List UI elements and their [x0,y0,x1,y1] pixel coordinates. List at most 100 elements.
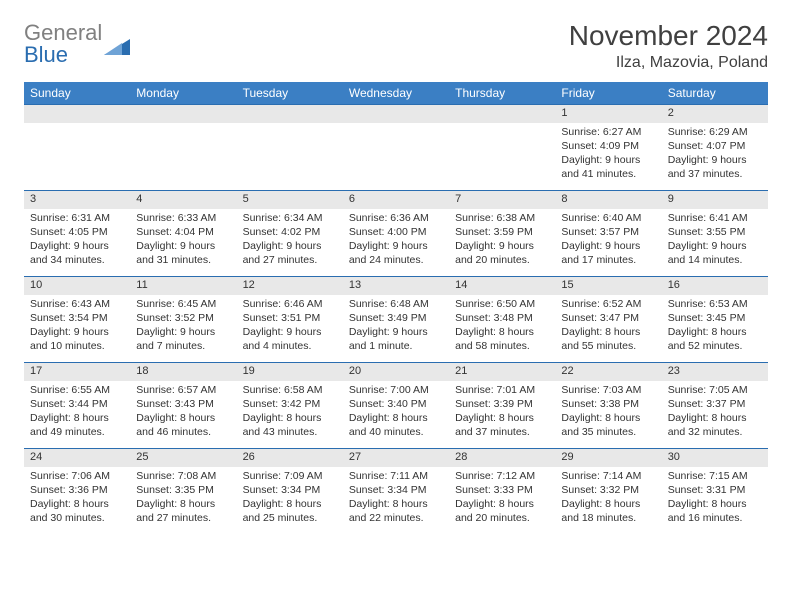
day-detail-line: and 52 minutes. [668,339,762,353]
logo: General Blue [24,22,130,66]
day-detail-line: Sunrise: 6:38 AM [455,211,549,225]
day-detail-line: and 37 minutes. [455,425,549,439]
day-detail-line: Sunrise: 7:00 AM [349,383,443,397]
day-detail-line: Sunset: 3:55 PM [668,225,762,239]
day-detail-line: Sunset: 3:44 PM [30,397,124,411]
day-number-cell: 18 [130,363,236,381]
day-detail-cell: Sunrise: 6:53 AMSunset: 3:45 PMDaylight:… [662,295,768,363]
day-detail-line: Sunset: 3:38 PM [561,397,655,411]
daynum-row: 10111213141516 [24,277,768,295]
day-detail-line: and 43 minutes. [243,425,337,439]
day-number-cell: 2 [662,105,768,123]
day-detail-line: and 1 minute. [349,339,443,353]
day-detail-line: Daylight: 8 hours [136,411,230,425]
day-detail-line: Daylight: 9 hours [561,239,655,253]
day-detail-cell: Sunrise: 7:15 AMSunset: 3:31 PMDaylight:… [662,467,768,535]
day-detail-cell: Sunrise: 7:09 AMSunset: 3:34 PMDaylight:… [237,467,343,535]
day-detail-line: Sunrise: 6:43 AM [30,297,124,311]
day-detail-line: Sunset: 3:43 PM [136,397,230,411]
day-detail-line: Sunrise: 6:27 AM [561,125,655,139]
day-detail-line: and 24 minutes. [349,253,443,267]
day-detail-line: Daylight: 8 hours [561,411,655,425]
day-detail-line: Sunrise: 7:01 AM [455,383,549,397]
day-detail-line: and 20 minutes. [455,253,549,267]
day-detail-line: Sunset: 3:59 PM [455,225,549,239]
day-detail-line: Sunset: 3:39 PM [455,397,549,411]
day-detail-cell: Sunrise: 6:40 AMSunset: 3:57 PMDaylight:… [555,209,661,277]
day-number-cell: 21 [449,363,555,381]
day-header: Tuesday [237,82,343,105]
day-detail-cell: Sunrise: 6:36 AMSunset: 4:00 PMDaylight:… [343,209,449,277]
day-number-cell [237,105,343,123]
day-detail-line: Sunset: 4:09 PM [561,139,655,153]
day-detail-cell: Sunrise: 6:41 AMSunset: 3:55 PMDaylight:… [662,209,768,277]
day-number-cell: 10 [24,277,130,295]
day-detail-line: Daylight: 8 hours [455,497,549,511]
day-detail-cell [343,123,449,191]
day-detail-line: Daylight: 9 hours [668,153,762,167]
day-number-cell: 24 [24,449,130,467]
day-detail-line: Sunrise: 7:11 AM [349,469,443,483]
day-detail-line: Daylight: 9 hours [136,239,230,253]
day-detail-cell: Sunrise: 6:38 AMSunset: 3:59 PMDaylight:… [449,209,555,277]
day-number-cell: 29 [555,449,661,467]
day-detail-line: Sunset: 3:51 PM [243,311,337,325]
day-number-cell: 17 [24,363,130,381]
day-detail-cell: Sunrise: 7:08 AMSunset: 3:35 PMDaylight:… [130,467,236,535]
day-detail-line: and 10 minutes. [30,339,124,353]
day-detail-line: Daylight: 8 hours [668,325,762,339]
day-detail-cell: Sunrise: 6:43 AMSunset: 3:54 PMDaylight:… [24,295,130,363]
day-number-cell [130,105,236,123]
day-detail-line: Sunset: 4:04 PM [136,225,230,239]
day-detail-line: Daylight: 9 hours [455,239,549,253]
day-number-cell: 6 [343,191,449,209]
day-detail-cell: Sunrise: 6:46 AMSunset: 3:51 PMDaylight:… [237,295,343,363]
day-number-cell: 9 [662,191,768,209]
day-detail-line: Sunrise: 6:48 AM [349,297,443,311]
detail-row: Sunrise: 6:31 AMSunset: 4:05 PMDaylight:… [24,209,768,277]
day-detail-cell: Sunrise: 7:11 AMSunset: 3:34 PMDaylight:… [343,467,449,535]
day-number-cell: 4 [130,191,236,209]
detail-row: Sunrise: 7:06 AMSunset: 3:36 PMDaylight:… [24,467,768,535]
day-detail-line: Sunrise: 6:45 AM [136,297,230,311]
day-detail-line: and 18 minutes. [561,511,655,525]
day-detail-line: and 7 minutes. [136,339,230,353]
day-detail-cell: Sunrise: 6:45 AMSunset: 3:52 PMDaylight:… [130,295,236,363]
daynum-row: 17181920212223 [24,363,768,381]
day-detail-line: Daylight: 8 hours [349,497,443,511]
day-detail-line: and 22 minutes. [349,511,443,525]
day-detail-line: Daylight: 8 hours [455,325,549,339]
day-number-cell: 22 [555,363,661,381]
header: General Blue November 2024 Ilza, Mazovia… [24,20,768,72]
day-number-cell: 7 [449,191,555,209]
day-detail-line: Sunset: 3:36 PM [30,483,124,497]
day-detail-line: and 20 minutes. [455,511,549,525]
day-detail-line: and 41 minutes. [561,167,655,181]
day-detail-line: Sunset: 3:34 PM [243,483,337,497]
day-detail-line: and 37 minutes. [668,167,762,181]
day-detail-line: and 49 minutes. [30,425,124,439]
title-block: November 2024 Ilza, Mazovia, Poland [569,20,768,72]
day-detail-line: and 14 minutes. [668,253,762,267]
day-detail-line: Sunrise: 7:09 AM [243,469,337,483]
day-detail-line: Daylight: 9 hours [136,325,230,339]
day-detail-line: Daylight: 9 hours [243,239,337,253]
day-detail-line: Sunrise: 6:58 AM [243,383,337,397]
day-detail-line: Daylight: 9 hours [349,239,443,253]
day-number-cell: 14 [449,277,555,295]
day-detail-line: and 35 minutes. [561,425,655,439]
day-detail-line: Sunset: 3:48 PM [455,311,549,325]
day-detail-line: Sunset: 3:35 PM [136,483,230,497]
day-detail-line: Sunrise: 6:52 AM [561,297,655,311]
day-detail-line: Sunset: 3:57 PM [561,225,655,239]
day-detail-line: and 27 minutes. [243,253,337,267]
day-detail-cell [24,123,130,191]
day-detail-line: Daylight: 8 hours [561,325,655,339]
day-number-cell: 13 [343,277,449,295]
location: Ilza, Mazovia, Poland [569,54,768,72]
day-detail-line: Sunset: 3:49 PM [349,311,443,325]
day-detail-cell [237,123,343,191]
day-number-cell: 20 [343,363,449,381]
day-detail-line: Sunset: 3:54 PM [30,311,124,325]
day-detail-line: and 55 minutes. [561,339,655,353]
